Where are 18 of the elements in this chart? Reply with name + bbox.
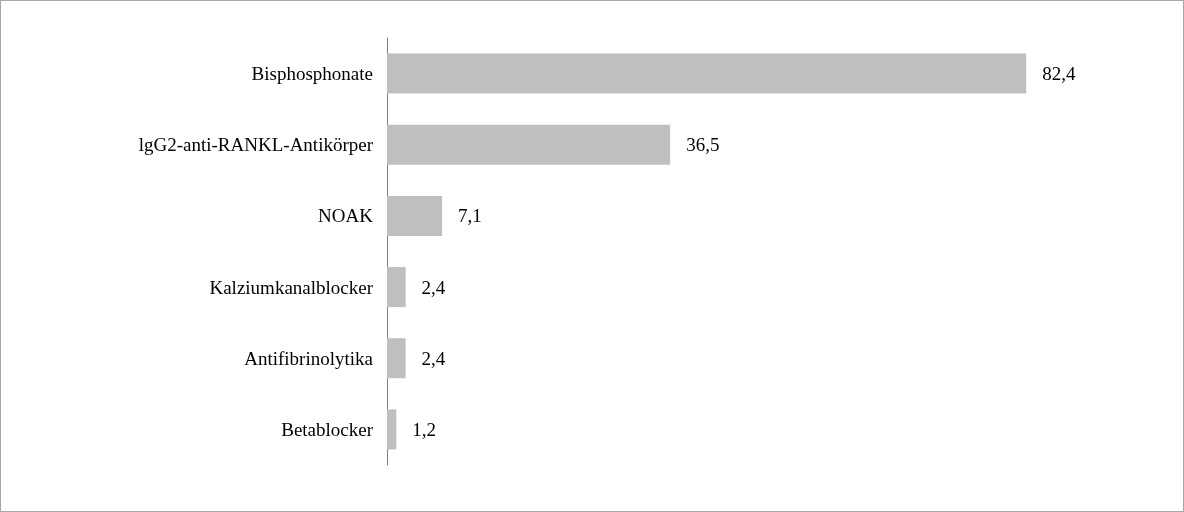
data-label: 36,5 xyxy=(686,134,720,156)
bar xyxy=(387,124,671,165)
y-tick-label: Kalziumkanalblocker xyxy=(209,276,374,298)
bar xyxy=(387,53,1027,94)
bar xyxy=(387,267,406,308)
y-tick-label: Bisphosphonate xyxy=(251,63,373,85)
data-label: 82,4 xyxy=(1042,63,1076,85)
y-tick-label: Antifibrinolytika xyxy=(244,347,374,369)
y-tick-label: NOAK xyxy=(318,205,374,227)
data-label: 7,1 xyxy=(458,205,482,227)
data-label: 1,2 xyxy=(412,418,437,440)
bar xyxy=(387,195,443,236)
bar xyxy=(387,409,397,450)
data-label: 2,4 xyxy=(421,276,446,298)
y-tick-label: lgG2-anti-RANKL-Antikörper xyxy=(138,134,374,156)
data-label: 2,4 xyxy=(421,347,446,369)
y-tick-label: Betablocker xyxy=(281,418,374,440)
bar xyxy=(387,338,406,379)
